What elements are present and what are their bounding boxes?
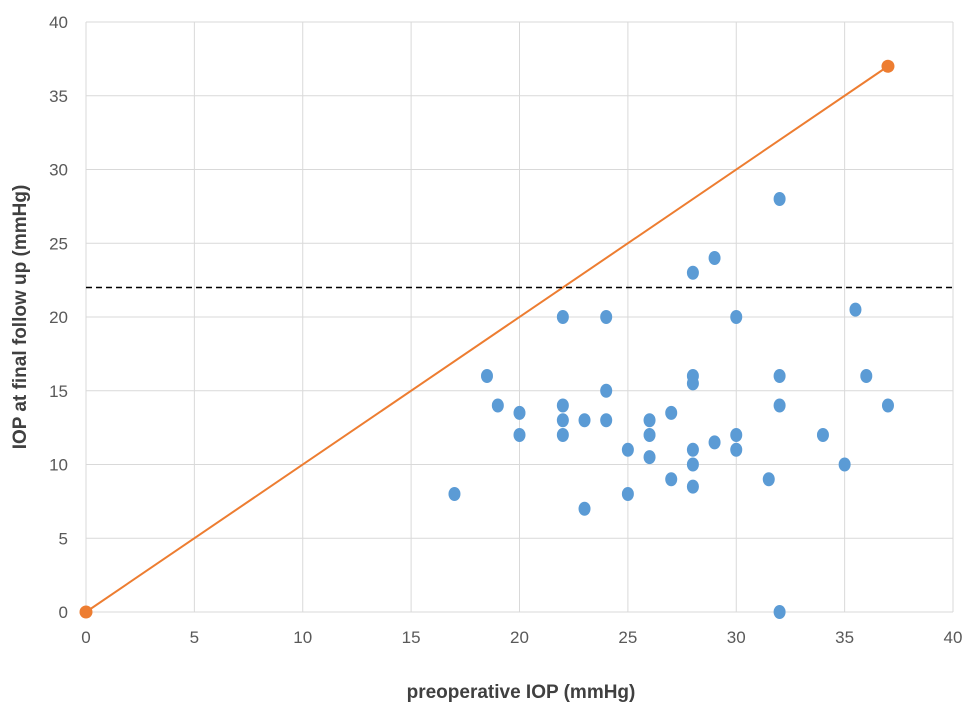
y-tick-label: 10	[49, 456, 68, 475]
scatter-point	[838, 457, 851, 472]
scatter-point	[480, 369, 493, 383]
tick-labels: 0 5 10 15 20 25 30 35 40 0 5 10 15 20 25 30 35 40	[49, 13, 962, 647]
scatter-point	[513, 405, 526, 420]
scatter-point	[556, 413, 569, 428]
scatter-point	[773, 398, 786, 413]
scatter-point	[686, 479, 699, 494]
scatter-point	[773, 192, 786, 206]
scatter-point	[773, 369, 786, 383]
scatter-point	[708, 251, 721, 265]
x-tick-label: 0	[81, 628, 90, 647]
y-tick-label: 35	[49, 87, 68, 106]
scatter-point	[708, 435, 721, 450]
x-tick-label: 35	[835, 628, 854, 647]
y-tick-label: 40	[49, 13, 68, 32]
y-tick-label: 0	[59, 603, 68, 622]
x-tick-label: 25	[618, 628, 637, 647]
scatter-point	[448, 487, 461, 501]
scatter-point	[491, 398, 504, 413]
scatter-point	[621, 442, 634, 457]
scatter-point	[556, 428, 569, 442]
y-tick-label: 20	[49, 308, 68, 327]
scatter-point	[860, 369, 873, 383]
scatter-point	[730, 310, 743, 324]
x-axis-title: preoperative IOP (mmHg)	[407, 682, 636, 703]
scatter-point	[730, 428, 743, 442]
x-tick-label: 40	[944, 628, 963, 647]
x-tick-label: 20	[510, 628, 529, 647]
y-tick-label: 5	[59, 529, 68, 548]
scatter-point	[600, 310, 613, 324]
scatter-point	[600, 413, 613, 428]
y-tick-label: 30	[49, 161, 68, 180]
x-tick-label: 10	[293, 628, 312, 647]
x-tick-label: 5	[190, 628, 199, 647]
scatter-point	[849, 302, 862, 317]
scatter-point	[686, 265, 699, 280]
y-tick-label: 15	[49, 382, 68, 401]
x-tick-label: 30	[727, 628, 746, 647]
scatter-point	[665, 405, 678, 420]
scatter-point	[578, 501, 591, 516]
data-points	[448, 192, 894, 619]
reference-lines	[79, 59, 953, 619]
y-axis-title: IOP at final follow up (mmHg)	[10, 185, 31, 450]
scatter-point	[556, 310, 569, 324]
x-tick-label: 15	[402, 628, 421, 647]
scatter-point	[643, 428, 656, 442]
scatter-point	[600, 383, 613, 398]
scatter-point	[816, 428, 829, 442]
scatter-point	[643, 450, 656, 465]
scatter-point	[730, 442, 743, 457]
identity-line-marker	[79, 605, 93, 619]
scatter-point	[773, 605, 786, 619]
scatter-point	[578, 413, 591, 428]
scatter-point	[643, 413, 656, 428]
scatter-point	[665, 472, 678, 487]
scatter-point	[686, 442, 699, 457]
scatter-point	[513, 428, 526, 442]
scatter-point	[556, 398, 569, 413]
scatter-point	[686, 457, 699, 472]
scatter-point	[686, 376, 699, 391]
scatter-point	[762, 472, 775, 487]
identity-line	[85, 65, 889, 613]
scatter-point	[881, 398, 894, 413]
y-tick-label: 25	[49, 234, 68, 253]
scatter-point	[621, 487, 634, 501]
identity-line-marker	[881, 59, 895, 73]
